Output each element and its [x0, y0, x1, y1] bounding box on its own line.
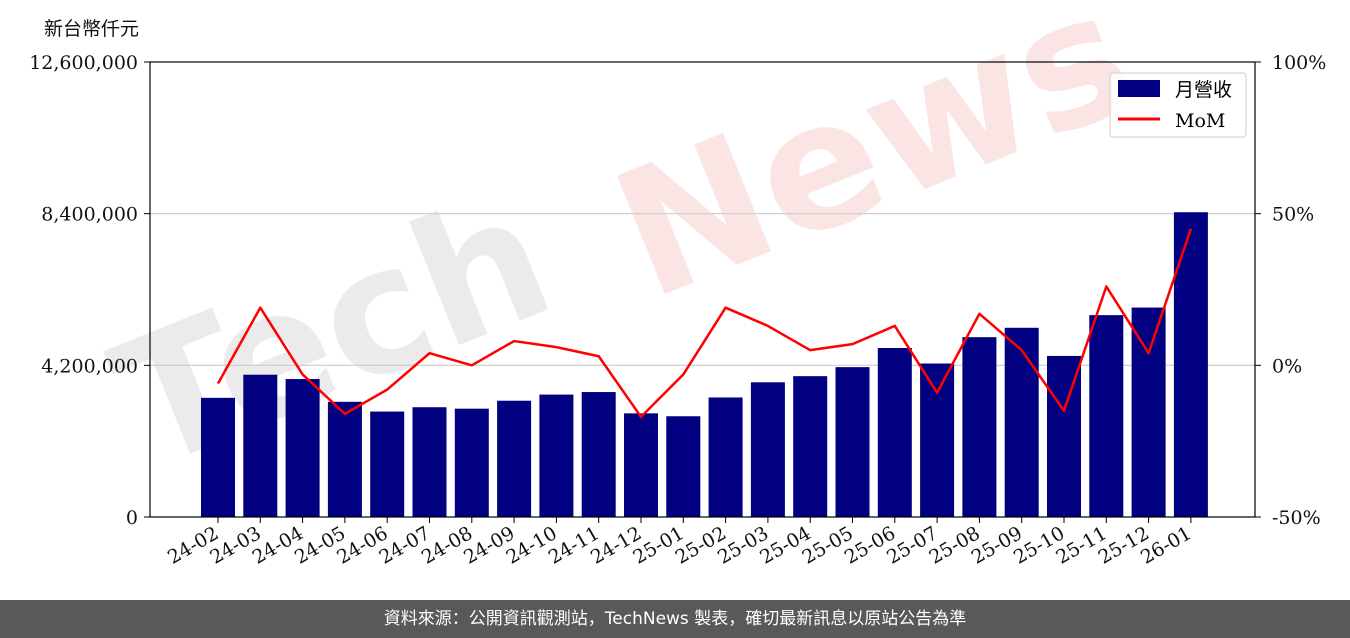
mom-line: [216, 228, 1193, 419]
legend: 月營收 MoM: [1109, 72, 1247, 138]
right-tick-label: 0%: [1272, 355, 1302, 377]
revenue-bar-25-08: [962, 337, 997, 517]
revenue-bar-25-09: [1004, 327, 1039, 517]
right-tick-label: -50%: [1272, 507, 1321, 529]
source-footer: 資料來源：公開資訊觀測站，TechNews 製表，確切最新訊息以原站公告為準: [0, 600, 1350, 638]
revenue-bar-25-03: [750, 382, 785, 517]
revenue-bar-25-10: [1047, 355, 1081, 517]
chart-canvas: Tech News 04,200,0008,400,00012,600,000 …: [29, 0, 1326, 569]
revenue-bar-25-01: [666, 416, 701, 517]
left-tick-label: 4,200,000: [41, 355, 138, 377]
revenue-bar-24-02: [201, 397, 235, 517]
revenue-bar-24-06: [370, 411, 405, 517]
left-tick-label: 0: [126, 507, 138, 529]
right-tick-label: 100%: [1272, 52, 1326, 74]
legend-bar-swatch: [1118, 80, 1160, 97]
right-tick-label: 50%: [1272, 204, 1314, 226]
left-tick-label: 8,400,000: [41, 204, 138, 226]
revenue-bar-25-05: [835, 367, 870, 517]
left-axis-ticks: 0 4,200,000 8,400,000 12,600,000: [29, 52, 150, 529]
revenue-bars: [201, 212, 1208, 517]
plot-frame: [149, 61, 1256, 518]
legend-line-label: MoM: [1175, 110, 1225, 132]
revenue-bar-25-06: [877, 348, 912, 517]
revenue-bar-24-09: [497, 400, 532, 517]
y-axis-unit-label: 新台幣仟元: [44, 18, 140, 40]
left-tick-label: 12,600,000: [29, 52, 138, 74]
revenue-bar-25-02: [708, 397, 743, 517]
revenue-bar-24-03: [243, 374, 278, 517]
revenue-bar-24-04: [285, 379, 320, 517]
revenue-bar-25-07: [920, 363, 955, 517]
revenue-bar-24-07: [412, 407, 447, 517]
revenue-bar-24-08: [454, 408, 489, 517]
x-axis-ticks: 24-0224-0324-0424-0524-0624-0724-0824-09…: [164, 517, 1195, 569]
revenue-bar-25-12: [1131, 307, 1166, 517]
watermark-news-text: News: [590, 0, 1158, 339]
revenue-bar-24-11: [581, 392, 616, 517]
revenue-bar-24-05: [327, 401, 362, 517]
revenue-bar-26-01: [1173, 212, 1208, 517]
revenue-bar-24-12: [624, 413, 658, 517]
legend-bar-label: 月營收: [1175, 79, 1232, 101]
right-axis-ticks: -50% 0% 50% 100%: [1255, 52, 1326, 529]
revenue-bar-25-04: [793, 376, 828, 517]
revenue-bar-25-11: [1089, 315, 1124, 517]
revenue-bar-24-10: [539, 394, 574, 517]
